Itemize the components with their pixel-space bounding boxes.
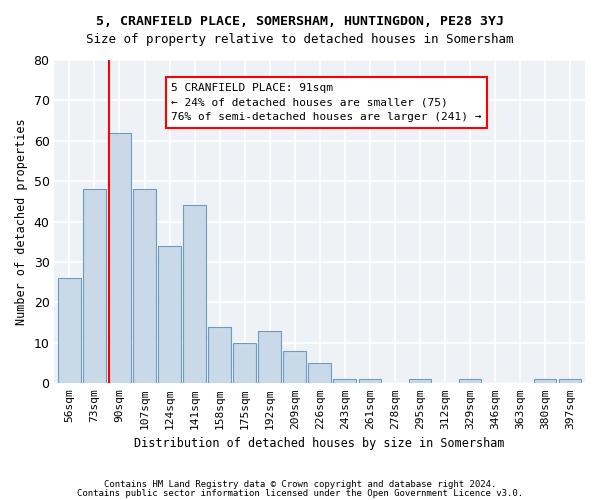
Text: 5 CRANFIELD PLACE: 91sqm
← 24% of detached houses are smaller (75)
76% of semi-d: 5 CRANFIELD PLACE: 91sqm ← 24% of detach… <box>171 82 482 122</box>
Bar <box>233 343 256 384</box>
Bar <box>559 380 581 384</box>
Bar <box>133 190 156 384</box>
Bar <box>533 380 556 384</box>
Y-axis label: Number of detached properties: Number of detached properties <box>15 118 28 325</box>
Bar <box>184 206 206 384</box>
Bar <box>259 331 281 384</box>
Bar <box>83 190 106 384</box>
Text: Contains HM Land Registry data © Crown copyright and database right 2024.: Contains HM Land Registry data © Crown c… <box>104 480 496 489</box>
Bar <box>334 380 356 384</box>
Bar <box>409 380 431 384</box>
Text: 5, CRANFIELD PLACE, SOMERSHAM, HUNTINGDON, PE28 3YJ: 5, CRANFIELD PLACE, SOMERSHAM, HUNTINGDO… <box>96 15 504 28</box>
Bar <box>108 132 131 384</box>
X-axis label: Distribution of detached houses by size in Somersham: Distribution of detached houses by size … <box>134 437 505 450</box>
Text: Size of property relative to detached houses in Somersham: Size of property relative to detached ho… <box>86 32 514 46</box>
Bar <box>308 363 331 384</box>
Bar <box>283 351 306 384</box>
Bar <box>58 278 80 384</box>
Bar <box>458 380 481 384</box>
Bar <box>359 380 381 384</box>
Bar <box>208 326 231 384</box>
Bar <box>158 246 181 384</box>
Text: Contains public sector information licensed under the Open Government Licence v3: Contains public sector information licen… <box>77 490 523 498</box>
